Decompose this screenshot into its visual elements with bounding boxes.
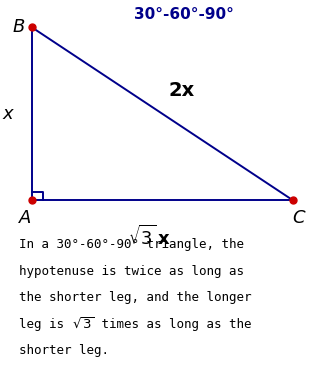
Text: $\sqrt{3}\,\mathbf{x}$: $\sqrt{3}\,\mathbf{x}$ bbox=[128, 224, 171, 248]
Text: times as long as the: times as long as the bbox=[94, 318, 251, 331]
Text: hypotenuse is twice as long as: hypotenuse is twice as long as bbox=[19, 265, 244, 278]
Text: leg is: leg is bbox=[19, 318, 72, 331]
Text: the shorter leg, and the longer: the shorter leg, and the longer bbox=[19, 291, 252, 304]
Text: 30°-60°-90°: 30°-60°-90° bbox=[134, 7, 233, 22]
Text: x: x bbox=[3, 105, 13, 123]
Text: C: C bbox=[293, 209, 305, 227]
Text: A: A bbox=[19, 209, 31, 227]
Text: $\sqrt{3}$: $\sqrt{3}$ bbox=[72, 316, 94, 332]
Text: shorter leg.: shorter leg. bbox=[19, 344, 109, 357]
Text: In a 30°-60°-90° triangle, the: In a 30°-60°-90° triangle, the bbox=[19, 239, 244, 251]
Text: B: B bbox=[13, 18, 25, 36]
Text: 2x: 2x bbox=[168, 82, 194, 101]
